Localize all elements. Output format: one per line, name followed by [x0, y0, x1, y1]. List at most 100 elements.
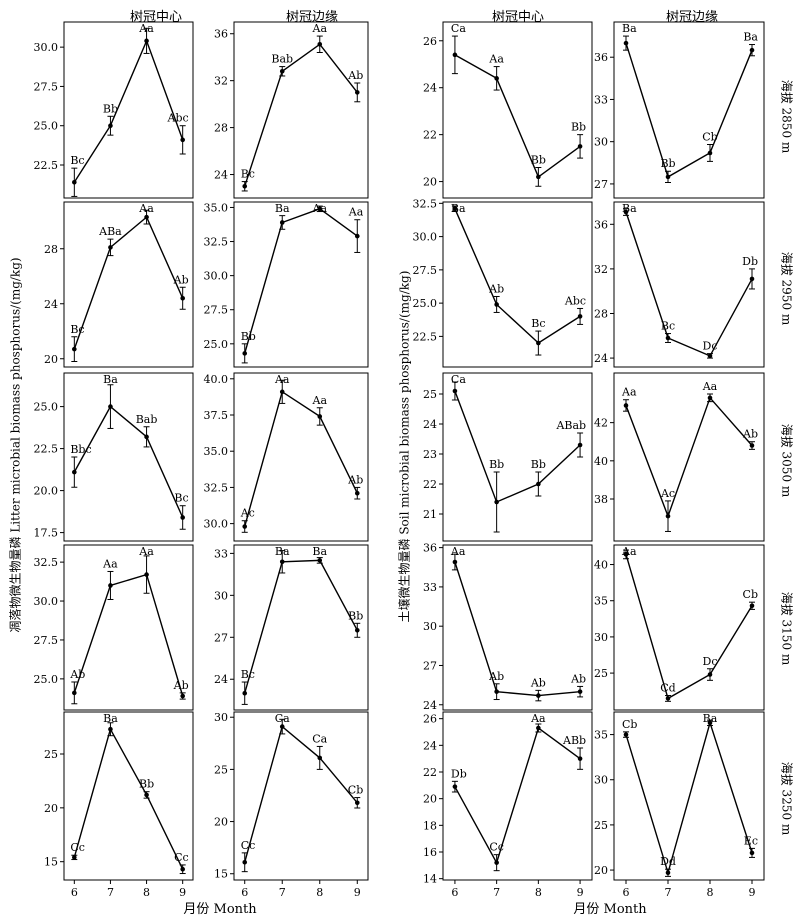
y-tick-label: 20: [423, 176, 437, 189]
data-label: Aa: [274, 373, 290, 386]
y-tick-label: 30.0: [34, 41, 59, 54]
data-label: Ab: [69, 668, 85, 681]
x-axis-label-left: 月份 Month: [183, 902, 257, 917]
y-tick-label: 22: [423, 766, 437, 779]
data-point: [108, 726, 113, 732]
y-tick-label: 30: [214, 589, 228, 602]
data-point: [72, 690, 77, 696]
data-point: [749, 850, 755, 856]
panel-3-2: 24 27 30 33 36 Aa Ab Ab Ab: [423, 542, 593, 712]
y-tick-label: 32.5: [204, 236, 229, 249]
panel-1-0: 20 24 28 Bc ABa Aa Ab: [44, 201, 194, 368]
data-point: [242, 183, 248, 189]
data-label: Ab: [488, 670, 504, 683]
panel-2-2: 21 22 23 24 25 Ca Bb Bb ABab: [423, 372, 593, 542]
y-tick-label: 25.0: [34, 120, 59, 133]
data-point: [279, 220, 285, 225]
y-tick-label: 32: [594, 263, 608, 276]
series-line: [625, 42, 753, 178]
y-tick-label: 20: [594, 864, 608, 877]
data-point: [536, 725, 541, 731]
data-point: [279, 559, 285, 565]
panel-0-0: 22.5 25.0 27.5 30.0 Bc Bb Aa Abc: [34, 21, 194, 199]
panel-4-1: 15 20 25 30 6 7 8 9 Cc Ca Ca Cb: [214, 711, 369, 899]
data-label: Ab: [347, 69, 363, 82]
data-label: Bc: [174, 492, 188, 505]
data-point: [494, 860, 499, 865]
panel-frame: [613, 372, 765, 542]
data-point: [317, 414, 323, 419]
data-label: Bc: [241, 668, 255, 681]
panel-frame: [442, 21, 593, 199]
data-label: Dd: [660, 855, 676, 868]
series-line: [244, 725, 358, 863]
data-point: [180, 866, 185, 872]
panel-3-3: 25 30 35 40 Aa Cd Dc Cb: [594, 544, 765, 711]
panel-frame: [233, 711, 369, 881]
y-tick-label: 30: [594, 774, 608, 787]
data-point: [354, 90, 360, 95]
data-label: Aa: [621, 545, 637, 558]
series-line: [244, 559, 358, 694]
x-tick-label: 7: [279, 886, 286, 899]
x-tick-label: 7: [493, 886, 500, 899]
data-label: Aa: [312, 394, 328, 407]
data-point: [144, 792, 149, 798]
y-tick-label: 40: [594, 455, 608, 468]
y-tick-label: 42: [594, 417, 608, 430]
x-tick-label: 9: [354, 886, 361, 899]
data-label: Abc: [564, 294, 586, 307]
panel-0-3: 27 30 33 36 Ba Bb Cb Ba: [594, 21, 765, 199]
y-tick-label: 36: [594, 218, 608, 231]
data-label: Cc: [241, 839, 256, 852]
data-point: [279, 724, 285, 729]
x-tick-label: 6: [241, 886, 248, 899]
y-tick-label: 30: [214, 711, 228, 724]
col-title: 树冠中心: [129, 10, 182, 25]
series-line: [454, 54, 581, 178]
y-tick-label: 25: [423, 388, 437, 401]
data-point: [452, 784, 458, 789]
y-tick-label: 24: [214, 169, 228, 182]
y-tick-label: 15: [44, 856, 58, 869]
data-label: ABab: [555, 419, 586, 432]
data-point: [108, 123, 113, 129]
data-label: Ba: [103, 712, 118, 725]
panel-frame: [63, 21, 194, 199]
y-tick-label: 33: [423, 581, 437, 594]
data-point: [242, 351, 248, 356]
data-point: [317, 41, 323, 47]
y-tick-label: 33: [594, 93, 608, 106]
data-label: Aa: [138, 22, 154, 35]
y-tick-label: 25.0: [413, 297, 438, 310]
panel-3-1: 24 27 30 33 Bc Ba Ba Bb: [214, 544, 369, 711]
data-point: [536, 693, 541, 698]
x-tick-label: 9: [577, 886, 584, 899]
data-label: Ab: [570, 672, 586, 685]
data-point: [577, 314, 583, 319]
y-tick-label: 20: [44, 353, 58, 366]
data-point: [452, 206, 458, 211]
y-tick-label: 24: [423, 82, 437, 95]
y-tick-label: 24: [594, 352, 608, 365]
data-label: Db: [451, 767, 467, 780]
data-label: Aa: [312, 22, 328, 35]
y-tick-label: 26: [423, 713, 437, 726]
data-point: [623, 403, 629, 408]
data-label: Aa: [102, 557, 118, 570]
y-tick-label: 37.5: [204, 409, 229, 422]
data-label: Bb: [103, 102, 118, 115]
col-title: 树冠边缘: [665, 10, 718, 25]
data-point: [577, 756, 583, 761]
data-label: Cb: [743, 588, 758, 601]
data-label: Aa: [621, 386, 637, 399]
y-tick-label: 32: [214, 75, 228, 88]
data-point: [144, 38, 149, 44]
panel-frame: [233, 372, 369, 542]
panel-4-0: 15 20 25 6 7 8 9 Cc Ba Bb Cc: [44, 711, 194, 899]
series-line: [244, 208, 358, 354]
panel-4-3: 20 25 30 35 6 7 8 9 Cb Dd Ba Ec: [594, 711, 765, 899]
y-tick-label: 30: [423, 620, 437, 633]
y-tick-label: 18: [423, 819, 437, 832]
panel-frame: [63, 544, 194, 711]
